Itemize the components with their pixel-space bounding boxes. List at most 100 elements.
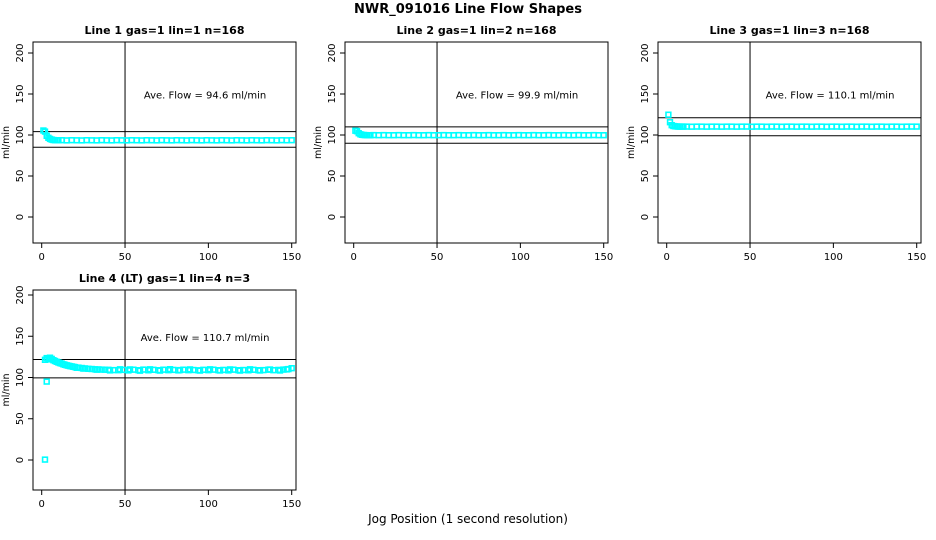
data-point [93, 137, 100, 144]
data-point [853, 123, 860, 130]
y-tick-label: 100 [15, 368, 26, 387]
x-tick-label: 150 [282, 499, 301, 510]
data-point [753, 123, 760, 130]
data-point [176, 366, 184, 374]
data-point [908, 123, 915, 130]
panel-3: 0 50 100 150 0 50 100 150 200 ml/min Line 3 gas=1 … [626, 24, 926, 263]
main-title: NWR_091016 Line Flow Shapes [354, 2, 582, 17]
data-point [445, 132, 452, 139]
data-point [123, 137, 130, 144]
y-axis-label: ml/min [626, 126, 637, 159]
x-tick-label: 100 [511, 252, 530, 263]
data-point [213, 137, 220, 144]
data-point [40, 127, 47, 134]
data-point [828, 123, 835, 130]
data-point [138, 137, 145, 144]
data-point [183, 137, 190, 144]
data-point [525, 132, 532, 139]
data-point [913, 123, 920, 130]
panel-title: Line 3 gas=1 lin=3 n=168 [709, 24, 869, 37]
data-point [188, 137, 195, 144]
data-point [813, 123, 820, 130]
y-tick-label: 50 [15, 412, 26, 425]
x-tick-label: 100 [199, 499, 218, 510]
data-point [367, 132, 374, 139]
data-point [148, 137, 155, 144]
x-tick-label: 100 [824, 252, 843, 263]
data-point [505, 132, 512, 139]
y-tick-label: 200 [15, 285, 26, 304]
data-point [258, 137, 265, 144]
data-point [580, 132, 587, 139]
data-point-series [665, 111, 920, 130]
data-point [783, 123, 790, 130]
data-point [595, 132, 602, 139]
data-point [698, 123, 705, 130]
data-point [575, 131, 582, 139]
data-point [688, 123, 695, 130]
data-point [560, 131, 567, 139]
data-point [143, 137, 150, 144]
y-tick-label: 150 [15, 327, 26, 346]
data-point [395, 131, 402, 139]
data-point [728, 123, 735, 130]
x-tick-label: 0 [351, 252, 357, 263]
data-point [693, 123, 700, 130]
data-point [540, 132, 547, 139]
data-point [93, 366, 100, 373]
data-point [713, 123, 720, 130]
y-tick-label: 100 [640, 125, 651, 144]
data-point [530, 131, 537, 139]
data-point [186, 366, 194, 373]
data-point [68, 137, 75, 144]
data-point [833, 123, 840, 130]
data-point [166, 365, 174, 373]
y-tick-label: 50 [640, 170, 651, 183]
ave-flow-annotation: Ave. Flow = 110.7 ml/min [141, 333, 270, 344]
x-tick-label: 150 [282, 252, 301, 263]
data-point [425, 131, 432, 139]
x-tick-label: 150 [907, 252, 926, 263]
data-point [888, 123, 895, 130]
data-point [126, 366, 134, 373]
data-point [743, 123, 750, 130]
data-point [178, 137, 185, 144]
data-point [475, 132, 482, 139]
data-point [818, 123, 825, 130]
data-point [863, 123, 870, 130]
y-tick-label: 100 [327, 125, 338, 144]
data-point [430, 132, 437, 139]
y-tick-label: 0 [15, 457, 26, 463]
data-point [63, 137, 70, 144]
data-point [55, 137, 62, 144]
plot-box [344, 41, 609, 244]
data-point [858, 123, 865, 130]
data-point [843, 123, 850, 130]
data-point [455, 131, 462, 139]
data-point [216, 367, 224, 374]
data-point [88, 137, 95, 144]
plot-box [32, 289, 297, 491]
panel-title: Line 2 gas=1 lin=2 n=168 [396, 24, 556, 37]
x-tick-label: 50 [119, 499, 132, 510]
data-point [460, 132, 467, 139]
data-point [480, 132, 487, 139]
data-point [103, 137, 110, 144]
data-point [283, 366, 290, 373]
data-point [128, 137, 135, 144]
data-point [515, 131, 522, 139]
data-point [118, 137, 125, 144]
data-point [773, 123, 780, 130]
data-point [390, 132, 397, 139]
data-point [768, 123, 775, 130]
data-point [738, 123, 745, 130]
data-point [400, 132, 407, 139]
data-point [206, 366, 214, 373]
y-tick-label: 0 [327, 214, 338, 220]
data-point [600, 132, 607, 139]
panel-title: Line 4 (LT) gas=1 lin=4 n=3 [79, 272, 250, 285]
data-point [73, 364, 80, 371]
y-axis-label: ml/min [313, 126, 324, 159]
data-point [198, 137, 205, 144]
